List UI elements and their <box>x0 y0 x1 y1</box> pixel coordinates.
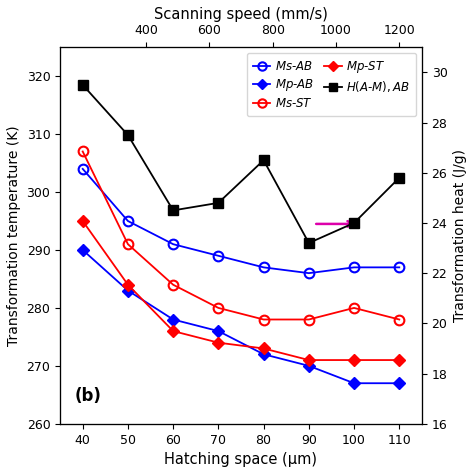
Y-axis label: Transformation heat (J/g): Transformation heat (J/g) <box>453 149 467 322</box>
Y-axis label: Transformation temperature (K): Transformation temperature (K) <box>7 125 21 346</box>
X-axis label: Scanning speed (mm/s): Scanning speed (mm/s) <box>154 7 328 22</box>
Legend: $Ms$-$AB$, $Mp$-$AB$, $Ms$-$ST$, $Mp$-$ST$, $H(A$-$M), AB$: $Ms$-$AB$, $Mp$-$AB$, $Ms$-$ST$, $Mp$-$S… <box>247 53 416 116</box>
X-axis label: Hatching space (μm): Hatching space (μm) <box>164 452 318 467</box>
Text: (b): (b) <box>74 387 101 405</box>
